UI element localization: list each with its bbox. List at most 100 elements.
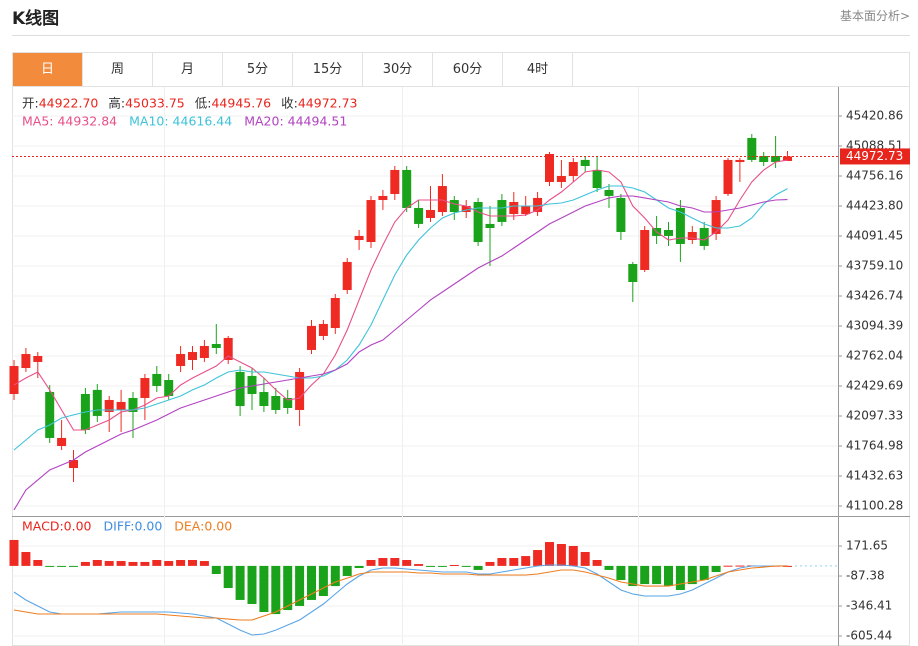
candle-body: [307, 325, 316, 350]
legend-text: MA10: 44616.44: [129, 114, 232, 129]
macd-bar: [164, 561, 174, 566]
macd-bar: [485, 561, 495, 566]
candle-body: [366, 200, 376, 242]
candle-body: [378, 195, 388, 201]
legend-text: 44922.70: [39, 96, 99, 111]
y-tick-label: -346.41: [846, 599, 892, 613]
candle-body: [354, 235, 364, 241]
macd-bar: [307, 565, 316, 600]
candle-body: [556, 176, 566, 182]
macd-bar: [640, 565, 650, 585]
macd-bar: [366, 559, 376, 566]
candle-body: [223, 337, 233, 360]
macd-bar: [342, 565, 352, 576]
candle-body: [747, 138, 757, 160]
candle-body: [628, 264, 638, 282]
candle-body: [116, 401, 126, 410]
candle-body: [687, 231, 697, 241]
candle-body: [342, 261, 352, 291]
macd-bar: [104, 561, 114, 566]
macd-bar: [473, 565, 483, 570]
period-tab[interactable]: 5分: [223, 53, 293, 86]
macd-bar: [687, 565, 697, 585]
macd-bar: [592, 559, 602, 566]
period-tab[interactable]: 周: [83, 53, 153, 86]
candle-body: [604, 190, 614, 196]
candle-body: [283, 397, 293, 408]
candle-body: [235, 371, 245, 407]
candle-body: [426, 209, 435, 218]
candle-body: [711, 200, 721, 234]
period-tab[interactable]: 日: [13, 53, 83, 86]
candle-body: [390, 169, 400, 194]
macd-bar: [616, 565, 626, 581]
macd-bar: [45, 565, 55, 567]
macd-bar: [723, 565, 733, 567]
candle-body: [318, 323, 328, 336]
candle-body: [664, 229, 673, 236]
fundamental-link[interactable]: 基本面分析>: [839, 9, 910, 23]
macd-bar: [628, 565, 638, 587]
macd-bar: [652, 565, 662, 585]
macd-bar: [271, 565, 281, 615]
candle-body: [128, 397, 138, 412]
macd-bar: [509, 558, 519, 566]
candle-body: [735, 159, 745, 163]
candle-body: [437, 186, 447, 213]
y-tick-label: 41764.98: [846, 439, 903, 453]
macd-bar: [199, 561, 209, 566]
header-rule: [12, 35, 910, 36]
period-tab[interactable]: 30分: [363, 53, 433, 86]
macd-bar: [580, 552, 590, 566]
legend-text: 开:: [22, 96, 39, 111]
legend-text: MA5: 44932.84: [22, 114, 117, 129]
candle-body: [771, 155, 781, 163]
candle-body: [199, 345, 209, 358]
macd-bar: [735, 565, 745, 567]
period-tab[interactable]: 15分: [293, 53, 363, 86]
candle-body: [69, 459, 78, 469]
macd-bar: [604, 565, 614, 570]
macd-bar: [461, 565, 471, 567]
macd-bar: [699, 565, 709, 581]
candle-body: [580, 159, 590, 166]
legend-text: DIFF:0.00: [104, 519, 163, 534]
macd-bar: [295, 565, 305, 606]
y-tick-label: 43094.39: [846, 319, 903, 333]
legend-text: MA20: 44494.51: [244, 114, 347, 129]
macd-bar: [414, 564, 424, 566]
candle-body: [104, 399, 114, 412]
macd-bar: [330, 565, 340, 587]
candle-body: [509, 202, 519, 215]
macd-bar: [533, 550, 543, 566]
candle-body: [21, 354, 31, 369]
candle-body: [57, 437, 67, 446]
macd-bar: [664, 565, 673, 587]
period-tab[interactable]: 月: [153, 53, 223, 86]
macd-bar: [116, 561, 126, 566]
last-price-label: 44972.73: [846, 149, 903, 163]
candle-body: [330, 297, 340, 329]
legend-text: DEA:0.00: [174, 519, 232, 534]
macd-bar: [223, 565, 233, 589]
legend-text: 44972.73: [298, 96, 358, 111]
y-tick-label: 42762.04: [846, 349, 903, 363]
macd-bar: [449, 564, 459, 566]
y-tick-label: 43426.74: [846, 289, 903, 303]
macd-bar: [545, 542, 554, 566]
candle-body: [699, 228, 709, 246]
y-tick-label: 171.65: [846, 539, 888, 553]
candle-body: [533, 197, 543, 213]
candle-body: [188, 352, 197, 360]
period-tab[interactable]: 60分: [433, 53, 503, 86]
series-line: [13, 185, 788, 451]
y-tick-label: 42429.69: [846, 379, 903, 393]
candle-body: [640, 229, 650, 270]
candle-body: [521, 205, 531, 215]
macd-bar: [711, 565, 721, 573]
macd-bar: [235, 565, 245, 600]
candle-body: [33, 356, 43, 362]
period-tab[interactable]: 4时: [503, 53, 573, 86]
